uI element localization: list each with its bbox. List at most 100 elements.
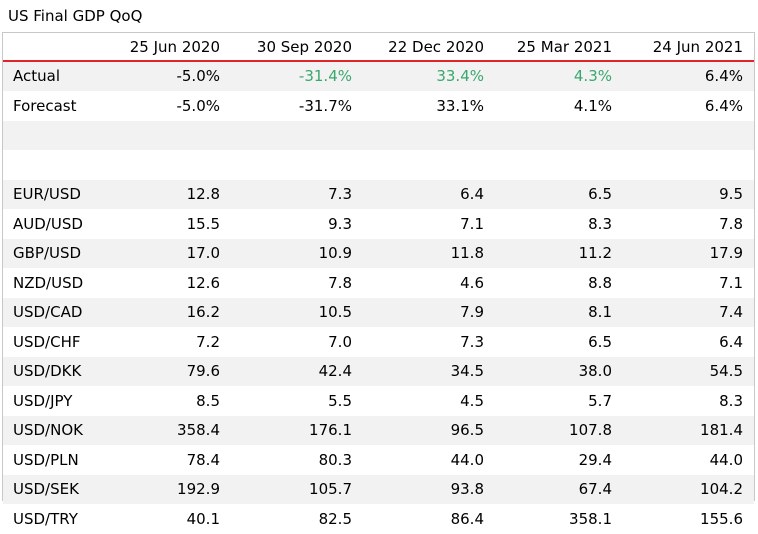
table-header-row: 25 Jun 2020 30 Sep 2020 22 Dec 2020 25 M… bbox=[3, 33, 754, 62]
table-cell: 7.1 bbox=[460, 214, 484, 233]
table-cell: 8.8 bbox=[588, 273, 612, 292]
table-row: AUD/USD 15.5 9.3 7.1 8.3 7.8 bbox=[3, 210, 754, 239]
table-row: NZD/USD 12.6 7.8 4.6 8.8 7.1 bbox=[3, 269, 754, 298]
table-cell: 9.3 bbox=[328, 214, 352, 233]
table-cell: 29.4 bbox=[578, 450, 612, 469]
table-cell: 358.4 bbox=[177, 421, 220, 439]
table-cell: 7.9 bbox=[460, 303, 484, 321]
table-row: Forecast -5.0% -31.7% 33.1% 4.1% 6.4% bbox=[3, 92, 754, 121]
row-label: USD/SEK bbox=[13, 480, 79, 498]
table-cell: 6.4 bbox=[460, 185, 484, 203]
table-row: USD/SEK 192.9 105.7 93.8 67.4 104.2 bbox=[3, 475, 754, 504]
table-row: Actual -5.0% -31.4% 33.4% 4.3% 6.4% bbox=[3, 62, 754, 91]
row-label: AUD/USD bbox=[13, 214, 83, 233]
table-cell: 5.7 bbox=[588, 391, 612, 410]
table-cell: 7.1 bbox=[719, 273, 743, 292]
table-cell: 9.5 bbox=[719, 185, 743, 203]
table-row: USD/TRY 40.1 82.5 86.4 358.1 155.6 bbox=[3, 505, 754, 534]
table-cell: 155.6 bbox=[700, 509, 743, 528]
table-row: USD/CHF 7.2 7.0 7.3 6.5 6.4 bbox=[3, 328, 754, 357]
data-table: 25 Jun 2020 30 Sep 2020 22 Dec 2020 25 M… bbox=[2, 32, 755, 528]
table-cell: -5.0% bbox=[176, 67, 220, 85]
row-label: EUR/USD bbox=[13, 185, 81, 203]
table-cell: 44.0 bbox=[450, 450, 484, 469]
table-cell: 6.4% bbox=[704, 96, 743, 115]
table-cell: 5.5 bbox=[328, 391, 352, 410]
row-label: Forecast bbox=[13, 96, 77, 115]
row-label: USD/DKK bbox=[13, 362, 82, 380]
table-cell: 4.5 bbox=[460, 391, 484, 410]
row-label: NZD/USD bbox=[13, 273, 84, 292]
table-cell: 7.3 bbox=[460, 332, 484, 351]
table-cell: 15.5 bbox=[186, 214, 220, 233]
table-cell: 33.4% bbox=[436, 67, 484, 85]
table-cell: 12.8 bbox=[186, 185, 220, 203]
table-cell: 181.4 bbox=[700, 421, 743, 439]
table-cell: 86.4 bbox=[450, 509, 484, 528]
row-label: USD/NOK bbox=[13, 421, 83, 439]
table-cell: 105.7 bbox=[309, 480, 352, 498]
table-cell: 7.0 bbox=[328, 332, 352, 351]
table-cell: 34.5 bbox=[450, 362, 484, 380]
table-cell: -5.0% bbox=[176, 96, 220, 115]
table-row: USD/CAD 16.2 10.5 7.9 8.1 7.4 bbox=[3, 298, 754, 327]
table-cell: 176.1 bbox=[309, 421, 352, 439]
table-cell: 44.0 bbox=[709, 450, 743, 469]
table-cell: 17.0 bbox=[186, 244, 220, 262]
table-cell: 67.4 bbox=[578, 480, 612, 498]
table-cell: -31.4% bbox=[298, 67, 352, 85]
table-cell: 7.8 bbox=[719, 214, 743, 233]
table-cell: 54.5 bbox=[709, 362, 743, 380]
table-row bbox=[3, 151, 754, 180]
table-cell: 4.1% bbox=[573, 96, 612, 115]
table-cell: 7.2 bbox=[196, 332, 220, 351]
table-cell: 79.6 bbox=[186, 362, 220, 380]
table-cell: 8.1 bbox=[588, 303, 612, 321]
table-cell: 7.8 bbox=[328, 273, 352, 292]
table-cell: 40.1 bbox=[186, 509, 220, 528]
table-cell: 6.5 bbox=[588, 332, 612, 351]
table-row: USD/NOK 358.4 176.1 96.5 107.8 181.4 bbox=[3, 416, 754, 445]
row-label: USD/PLN bbox=[13, 450, 79, 469]
column-header: 30 Sep 2020 bbox=[256, 38, 352, 56]
table-cell: 6.4 bbox=[719, 332, 743, 351]
table-cell: 8.5 bbox=[196, 391, 220, 410]
table-cell: 78.4 bbox=[186, 450, 220, 469]
table-cell: 11.2 bbox=[578, 244, 612, 262]
table-cell: 107.8 bbox=[569, 421, 612, 439]
table-cell: 192.9 bbox=[177, 480, 220, 498]
table-row: USD/DKK 79.6 42.4 34.5 38.0 54.5 bbox=[3, 357, 754, 386]
column-header: 22 Dec 2020 bbox=[388, 38, 484, 56]
table-cell: 80.3 bbox=[318, 450, 352, 469]
table-cell: 6.5 bbox=[588, 185, 612, 203]
row-label: USD/CHF bbox=[13, 332, 81, 351]
table-cell: 96.5 bbox=[450, 421, 484, 439]
table-title: US Final GDP QoQ bbox=[8, 7, 143, 25]
table-cell: 8.3 bbox=[588, 214, 612, 233]
table-cell: 7.3 bbox=[328, 185, 352, 203]
table-cell: 42.4 bbox=[318, 362, 352, 380]
table-cell: 82.5 bbox=[318, 509, 352, 528]
table-cell: 7.4 bbox=[719, 303, 743, 321]
table-row: EUR/USD 12.8 7.3 6.4 6.5 9.5 bbox=[3, 180, 754, 209]
table-cell: -31.7% bbox=[298, 96, 352, 115]
table-cell: 33.1% bbox=[436, 96, 484, 115]
column-header: 24 Jun 2021 bbox=[652, 38, 743, 56]
table-cell: 6.4% bbox=[704, 67, 743, 85]
table-row bbox=[3, 121, 754, 150]
column-header: 25 Mar 2021 bbox=[516, 38, 612, 56]
table-cell: 12.6 bbox=[186, 273, 220, 292]
row-label: Actual bbox=[13, 67, 60, 85]
table-cell: 17.9 bbox=[709, 244, 743, 262]
table-cell: 10.9 bbox=[318, 244, 352, 262]
table-cell: 93.8 bbox=[450, 480, 484, 498]
row-label: GBP/USD bbox=[13, 244, 82, 262]
table-row: USD/PLN 78.4 80.3 44.0 29.4 44.0 bbox=[3, 446, 754, 475]
table-cell: 4.3% bbox=[573, 67, 612, 85]
table-cell: 16.2 bbox=[186, 303, 220, 321]
column-header: 25 Jun 2020 bbox=[129, 38, 220, 56]
row-label: USD/CAD bbox=[13, 303, 83, 321]
row-label: USD/JPY bbox=[13, 391, 73, 410]
table-cell: 104.2 bbox=[700, 480, 743, 498]
row-label: USD/TRY bbox=[13, 509, 78, 528]
